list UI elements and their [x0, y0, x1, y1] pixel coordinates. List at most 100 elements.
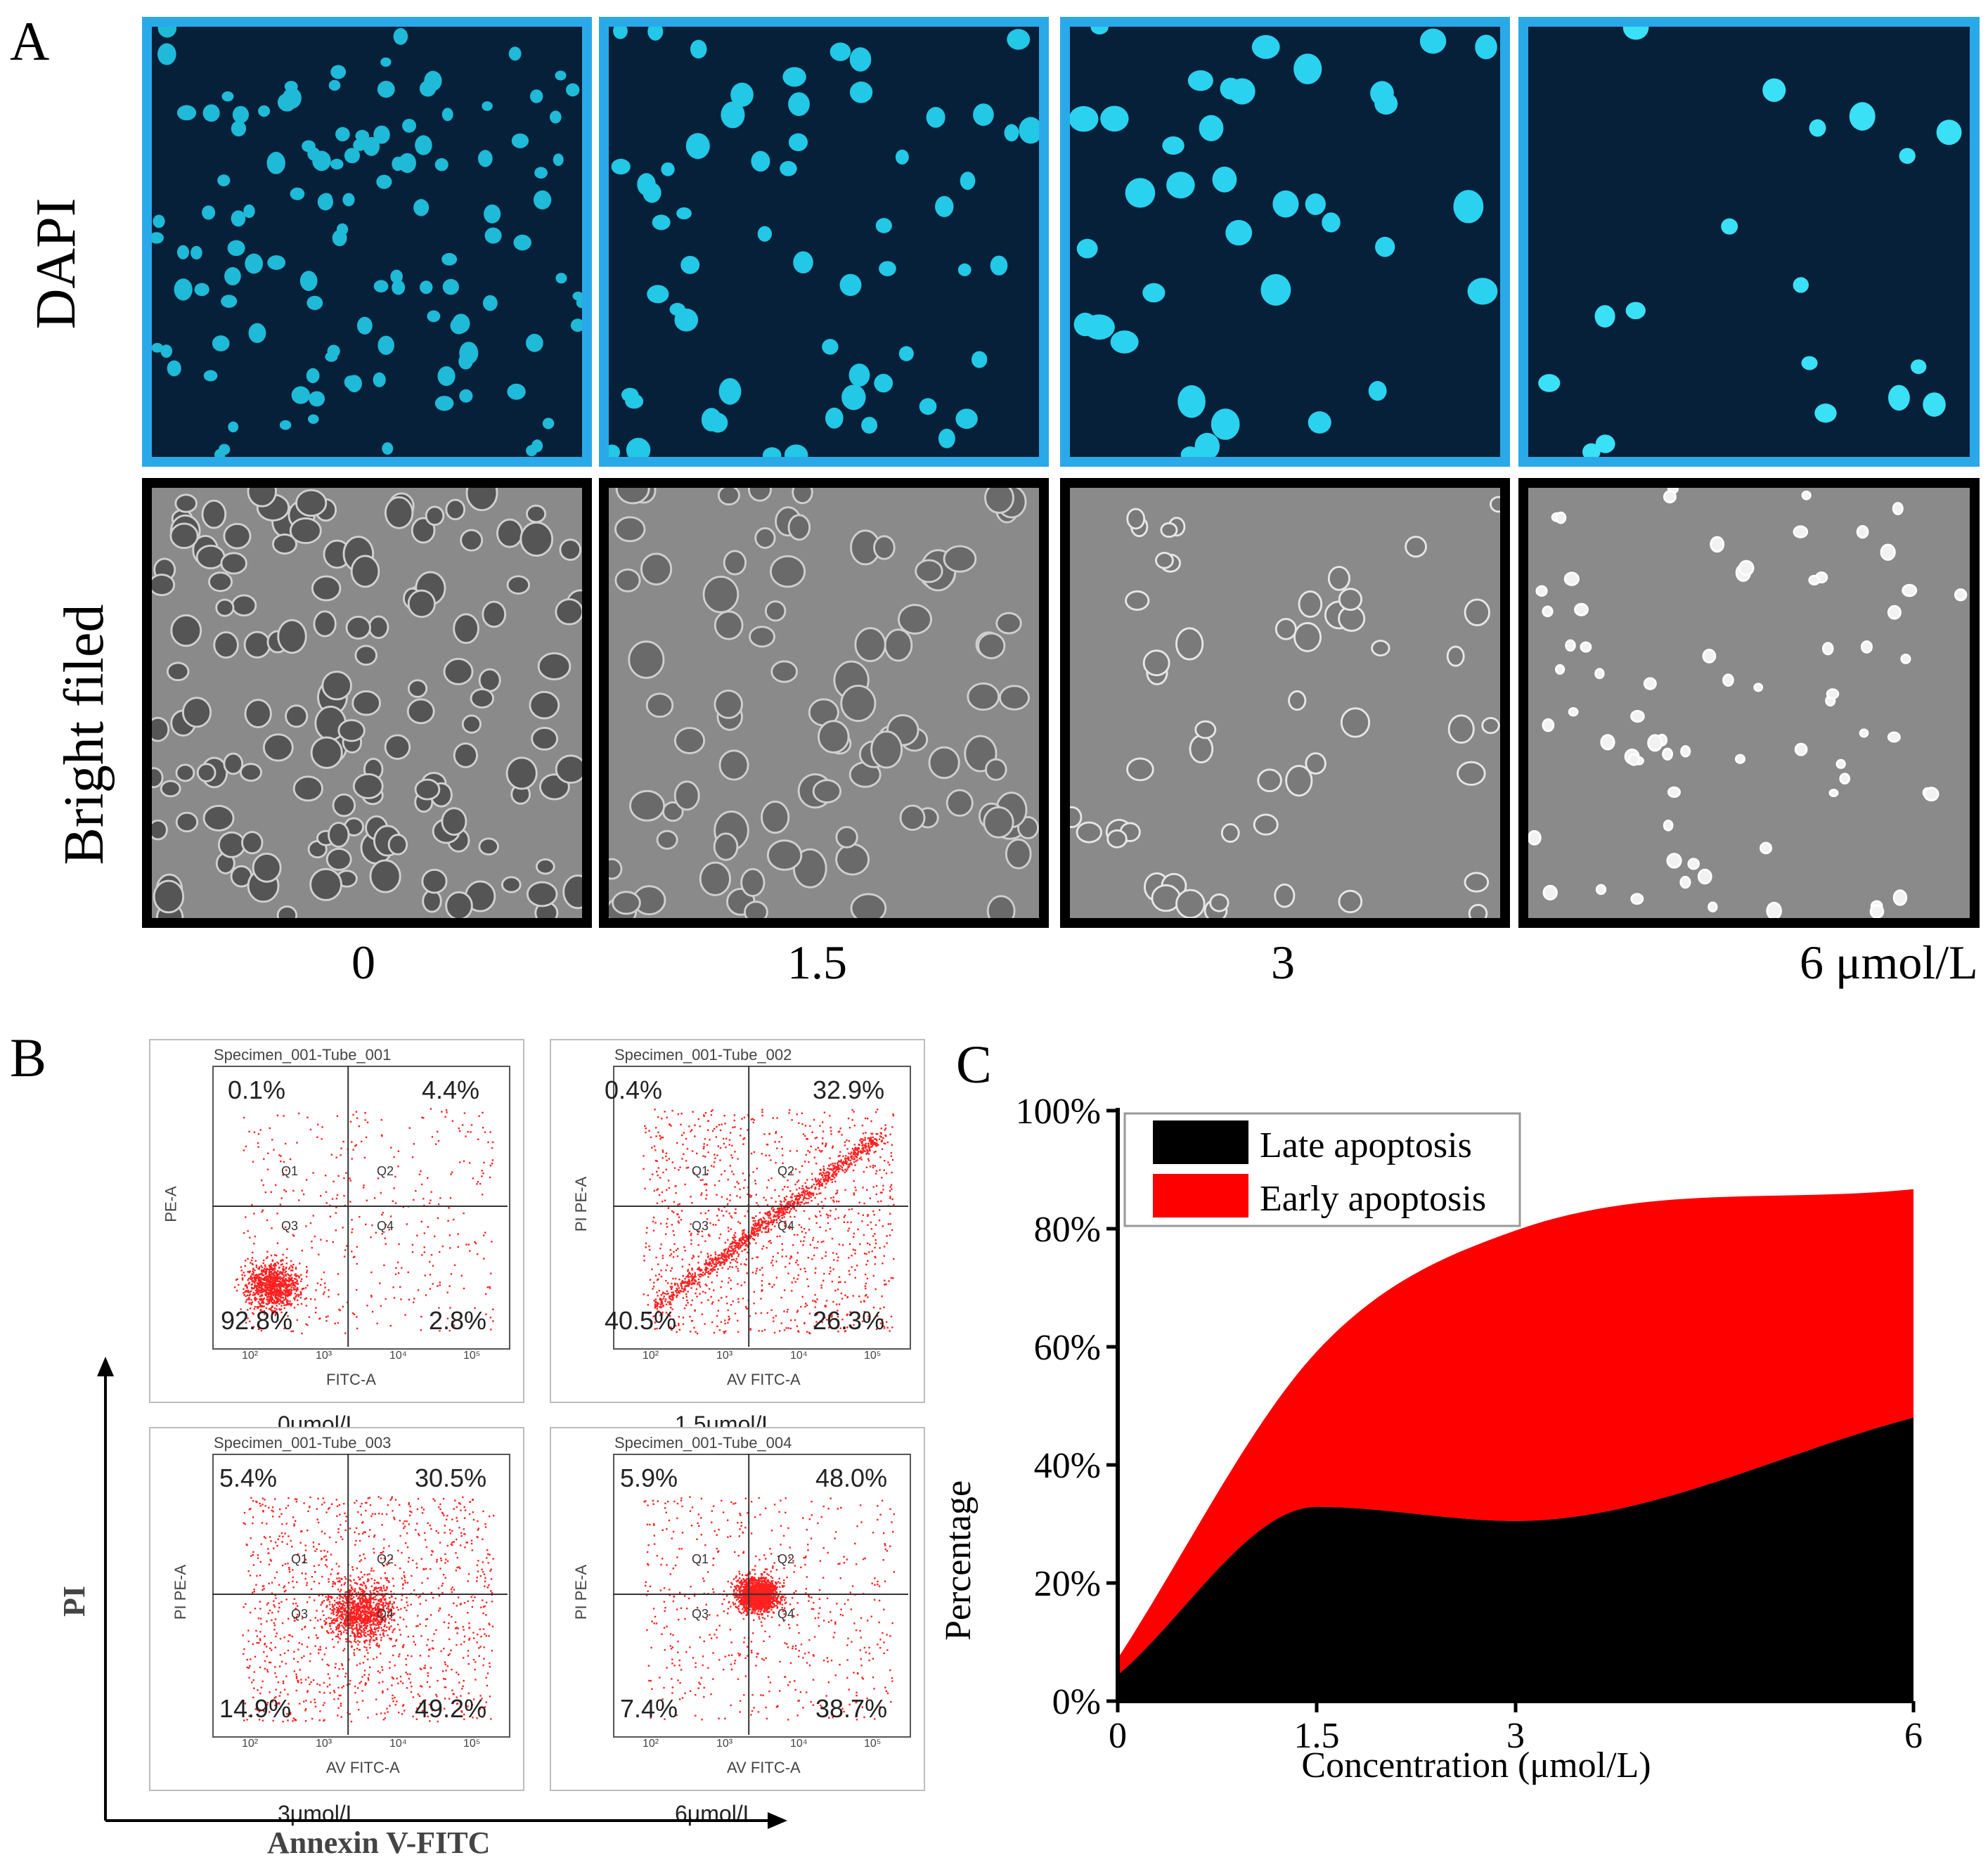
cell-nucleus — [441, 807, 467, 836]
cell-nucleus — [1565, 639, 1576, 652]
cell-nucleus — [174, 493, 198, 513]
cell-nucleus — [245, 253, 264, 274]
cell-nucleus — [421, 868, 448, 894]
cell-nucleus — [321, 671, 352, 701]
flow-q1-label: Q1 — [692, 1552, 709, 1566]
y-tick-label: 40% — [1034, 1446, 1101, 1486]
cell-nucleus — [1162, 136, 1185, 155]
cell-nucleus — [414, 778, 441, 801]
flow-x-tick: 10³ — [316, 1738, 333, 1750]
cell-nucleus — [526, 881, 558, 907]
cell-nucleus — [1662, 747, 1674, 761]
cell-nucleus — [320, 193, 333, 204]
panel-b-x-axis-arrow — [768, 1812, 787, 1829]
cell-nucleus — [252, 853, 282, 883]
x-tick-label: 1.5 — [1294, 1716, 1340, 1756]
cell-nucleus — [782, 67, 806, 87]
cell-nucleus — [407, 589, 436, 619]
cell-nucleus — [166, 661, 190, 682]
cell-nucleus — [1888, 385, 1910, 411]
cell-nucleus — [1568, 707, 1579, 717]
flow-y-label: PI PE-A — [572, 1176, 590, 1232]
cell-nucleus — [640, 553, 673, 586]
cell-nucleus — [157, 27, 177, 38]
bright-field-image-1-5 — [599, 478, 1049, 928]
cell-nucleus — [766, 839, 803, 871]
cell-nucleus — [231, 210, 246, 227]
legend-swatch-late — [1153, 1120, 1248, 1164]
cell-nucleus — [529, 690, 560, 720]
cell-nucleus — [967, 682, 1000, 711]
cell-nucleus — [1293, 53, 1322, 84]
cell-nucleus — [609, 444, 621, 457]
cell-nucleus — [1100, 105, 1129, 132]
cell-nucleus — [999, 685, 1030, 711]
cell-nucleus — [223, 752, 244, 775]
cell-nucleus — [306, 295, 323, 311]
cell-nucleus — [1760, 841, 1772, 855]
cell-nucleus — [628, 640, 665, 679]
cell-nucleus — [898, 346, 914, 361]
cell-nucleus — [478, 837, 499, 855]
flow-x-tick: 10⁵ — [463, 1350, 481, 1362]
y-tick-label: 20% — [1034, 1564, 1101, 1604]
cell-nucleus — [1489, 496, 1500, 513]
cell-nucleus — [411, 517, 436, 544]
cell-nucleus — [221, 295, 238, 308]
cell-nucleus — [1293, 622, 1322, 652]
cell-nucleus — [652, 214, 671, 231]
cell-nucleus — [614, 516, 646, 543]
cell-nucleus — [1563, 571, 1580, 586]
cell-nucleus — [1734, 754, 1746, 764]
cell-nucleus — [1738, 560, 1755, 576]
cell-nucleus — [501, 876, 522, 893]
y-tick-label: 80% — [1034, 1210, 1101, 1250]
flow-x-tick: 10⁴ — [790, 1350, 808, 1362]
cell-nucleus — [1475, 34, 1497, 60]
cell-nucleus — [629, 789, 666, 822]
cell-nucleus — [1687, 858, 1700, 870]
flow-q4-label: Q4 — [377, 1607, 394, 1621]
panel-b-x-axis-title: Annexin V-FITC — [267, 1826, 491, 1860]
y-tick-label: 60% — [1034, 1328, 1101, 1368]
cell-nucleus — [1535, 585, 1548, 597]
cell-nucleus — [217, 831, 246, 858]
cell-nucleus — [669, 302, 685, 316]
flow-q1-label: Q1 — [291, 1552, 309, 1566]
cell-nucleus — [271, 534, 297, 555]
cell-nucleus — [1722, 673, 1734, 687]
cell-nucleus — [1555, 664, 1566, 675]
cell-nucleus — [215, 598, 235, 617]
cell-nucleus — [723, 550, 747, 576]
cell-nucleus — [757, 226, 772, 242]
cell-nucleus — [295, 489, 328, 517]
cell-nucleus — [1374, 92, 1398, 115]
cell-nucleus — [1070, 806, 1083, 829]
cell-nucleus — [614, 568, 641, 593]
cell-nucleus — [152, 767, 164, 789]
cell-nucleus — [175, 811, 199, 833]
flow-q1-label: Q1 — [281, 1164, 299, 1178]
flow-q3-label: Q3 — [291, 1607, 309, 1621]
cell-nucleus — [312, 150, 331, 172]
flow-q4-pct: 38.7% — [815, 1694, 888, 1723]
cell-nucleus — [1793, 277, 1809, 293]
cell-nucleus — [1826, 688, 1840, 699]
cell-nucleus — [1793, 525, 1809, 538]
cell-nucleus — [478, 668, 501, 692]
flow-q4-pct: 2.8% — [429, 1306, 487, 1335]
cell-nucleus — [708, 413, 728, 433]
cell-nucleus — [373, 125, 390, 144]
cell-nucleus — [874, 373, 893, 393]
x-tick-label: 3 — [1506, 1716, 1525, 1756]
cell-nucleus — [441, 108, 453, 122]
cell-nucleus — [387, 834, 408, 855]
flow-tube-label: Specimen_001-Tube_001 — [214, 1046, 392, 1064]
cell-nucleus — [1667, 786, 1681, 799]
cell-nucleus — [562, 874, 582, 910]
cell-nucleus — [419, 80, 437, 97]
cell-nucleus — [302, 140, 316, 153]
x-tick-label: 0 — [1109, 1716, 1127, 1756]
flow-q2-label: Q2 — [377, 1552, 394, 1566]
cell-nucleus — [508, 46, 522, 61]
